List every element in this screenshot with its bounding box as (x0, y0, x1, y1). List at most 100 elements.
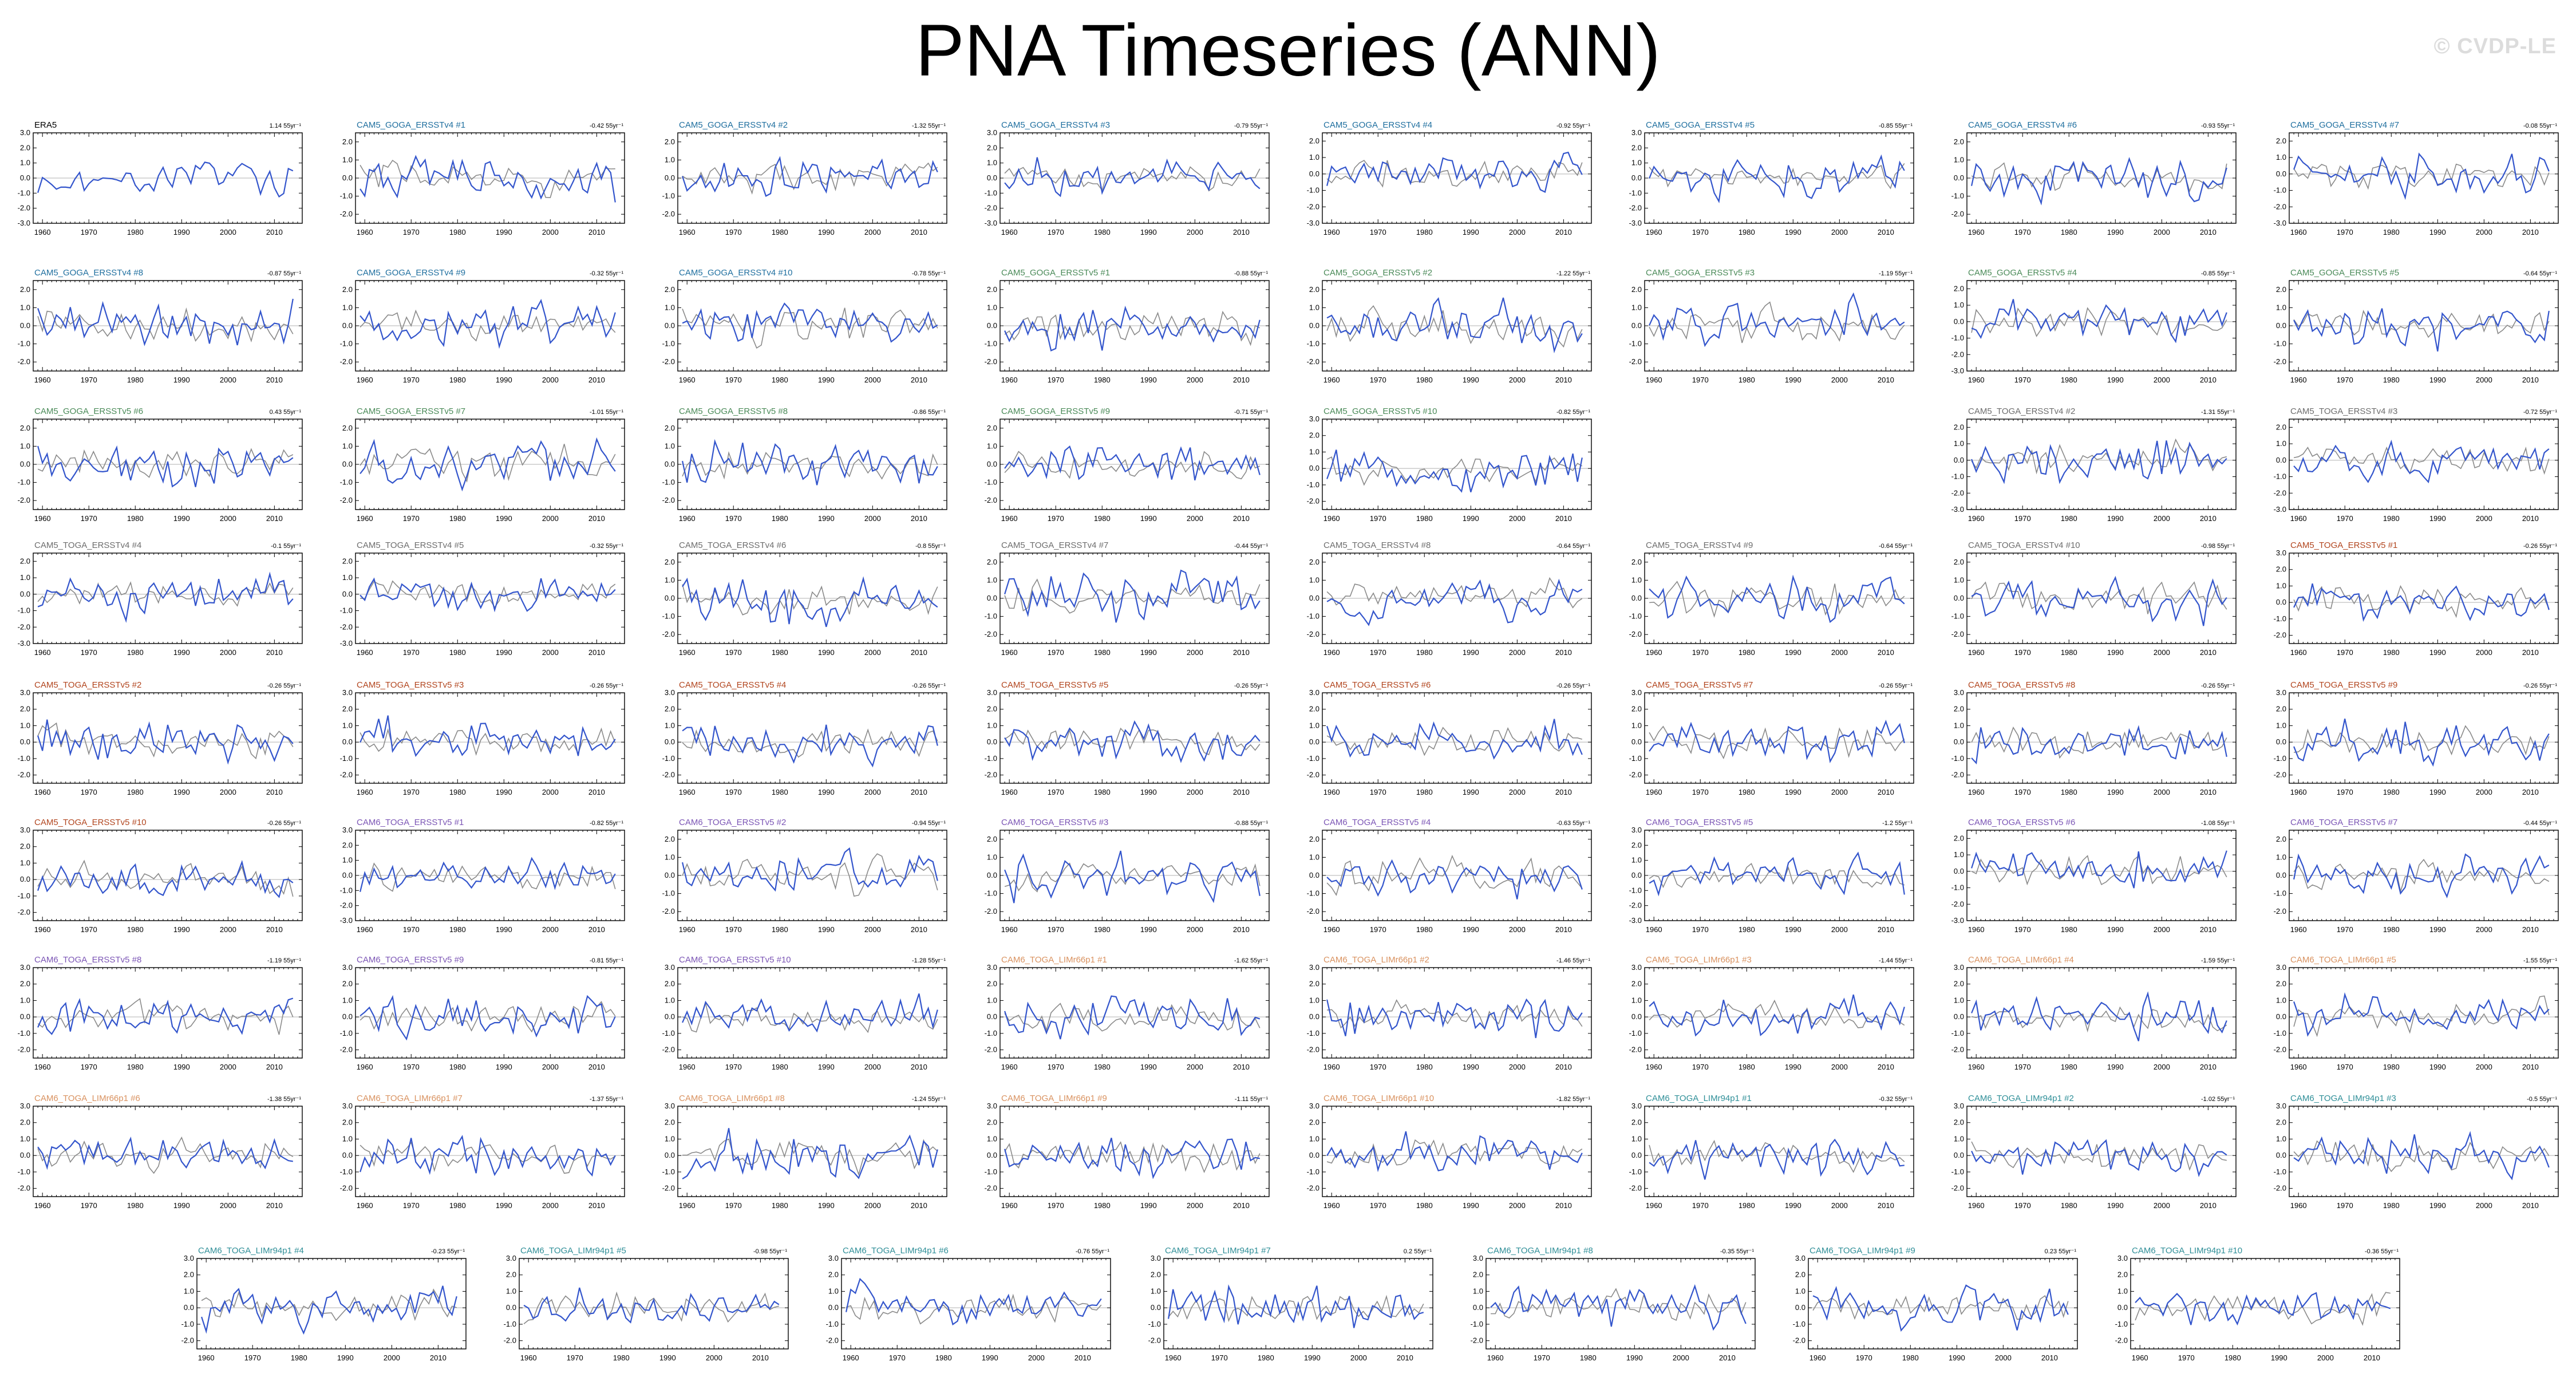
primary-series-line (359, 1135, 616, 1177)
primary-series-line (1649, 995, 1905, 1037)
panel-trend: -0.42 55yr⁻¹ (590, 123, 623, 129)
comparison-series-line (1649, 163, 1905, 190)
comparison-series-line (1326, 305, 1583, 348)
pna-panel: CAM5_GOGA_ERSSTv5 #8 -0.86 55yr⁻¹ 2.0 1.0 0.… (662, 407, 947, 523)
x-tick-label: 1990 (1140, 228, 1157, 236)
x-tick-label: 1990 (1463, 376, 1479, 384)
y-tick-label: -1.0 (1951, 472, 1964, 481)
x-tick-label: 1980 (1416, 514, 1433, 523)
y-tick-label: 2.0 (1309, 980, 1319, 988)
x-tick-label: 1960 (1968, 376, 1985, 384)
y-tick-label: 0.0 (2276, 598, 2286, 606)
y-tick-label: -1.0 (662, 1029, 675, 1037)
x-tick-label: 2000 (864, 514, 881, 523)
y-tick-label: -2.0 (340, 1184, 353, 1193)
x-tick-label: 2010 (2200, 514, 2217, 523)
y-tick-label: 0.0 (1309, 464, 1319, 472)
x-tick-label: 2000 (1509, 788, 1526, 796)
comparison-series-line (2294, 725, 2550, 756)
y-tick-label: 1.0 (342, 856, 353, 865)
x-tick-label: 1980 (449, 648, 466, 657)
x-tick-label: 1970 (1370, 788, 1386, 796)
y-tick-label: -2.0 (18, 357, 30, 366)
x-tick-label: 1990 (496, 648, 512, 657)
y-tick-label: 0.0 (1473, 1303, 1483, 1312)
x-tick-label: 1970 (1692, 1201, 1709, 1210)
panel-title: CAM5_GOGA_ERSSTv5 #10 (1323, 407, 1437, 416)
pna-panel: CAM5_TOGA_ERSSTv5 #1 -0.26 55yr⁻¹ 3.0 2.0 1.… (2274, 540, 2559, 657)
x-tick-label: 1990 (1463, 648, 1479, 657)
x-tick-label: 1990 (2107, 648, 2124, 657)
y-tick-label: 2.0 (665, 1118, 675, 1127)
comparison-series-line (1971, 726, 2227, 759)
comparison-series-line (2293, 163, 2550, 190)
y-tick-label: -1.0 (662, 612, 675, 621)
x-tick-label: 2010 (2522, 925, 2539, 934)
primary-series-line (1326, 151, 1583, 194)
y-tick-label: -2.0 (985, 357, 997, 366)
y-tick-label: 0.0 (665, 173, 675, 182)
y-tick-label: 2.0 (1631, 980, 1642, 988)
x-tick-label: 2010 (1878, 648, 1894, 657)
panel-trend: -0.26 55yr⁻¹ (2523, 682, 2557, 689)
x-tick-label: 1980 (2383, 788, 2400, 796)
x-tick-label: 1980 (1094, 228, 1111, 236)
y-tick-label: -3.0 (1951, 505, 1964, 514)
y-tick-label: 2.0 (1151, 1270, 1161, 1279)
y-tick-label: -1.0 (18, 754, 30, 763)
y-tick-label: 2.0 (987, 285, 997, 294)
y-tick-label: 1.0 (665, 853, 675, 861)
y-tick-label: -2.0 (985, 496, 997, 504)
comparison-series-line (2135, 1292, 2391, 1326)
pna-panel: CAM5_TOGA_ERSSTv5 #4 -0.26 55yr⁻¹ 3.0 2.0 1.… (662, 680, 947, 796)
comparison-series-line (1649, 1139, 1905, 1173)
comparison-series-line (37, 448, 294, 478)
y-tick-label: 2.0 (342, 285, 353, 294)
x-tick-label: 1990 (1140, 1201, 1157, 1210)
panel-trend: -1.01 55yr⁻¹ (590, 409, 623, 416)
panel-title: CAM6_TOGA_LIMr94p1 #3 (2290, 1094, 2396, 1103)
x-tick-label: 2010 (2522, 376, 2539, 384)
x-tick-label: 1980 (2383, 1201, 2400, 1210)
x-tick-label: 2000 (864, 788, 881, 796)
y-tick-label: 2.0 (828, 1270, 839, 1279)
x-tick-label: 1960 (34, 376, 51, 384)
y-tick-label: 2.0 (20, 424, 30, 432)
y-tick-label: -2.0 (340, 622, 353, 631)
y-tick-label: 1.0 (987, 303, 997, 311)
pna-panel: CAM5_TOGA_ERSSTv5 #6 -0.26 55yr⁻¹ 3.0 2.0 1.… (1307, 680, 1592, 796)
y-tick-label: 2.0 (1631, 705, 1642, 713)
primary-series-line (1004, 157, 1261, 198)
x-tick-label: 2010 (2522, 1063, 2539, 1071)
y-tick-label: 3.0 (2117, 1254, 2128, 1262)
y-tick-label: -2.0 (340, 210, 353, 218)
x-tick-label: 2010 (1233, 925, 1250, 934)
x-tick-label: 2010 (588, 376, 605, 384)
pna-panel: CAM5_TOGA_ERSSTv4 #6 -0.8 55yr⁻¹ 2.0 1.0 0.0… (662, 540, 947, 657)
y-tick-label: 1.0 (2276, 721, 2286, 729)
panel-frame (2289, 1106, 2559, 1197)
comparison-series-line (37, 581, 294, 607)
x-tick-label: 1960 (679, 1201, 696, 1210)
y-tick-label: 1.0 (1473, 1287, 1483, 1295)
y-tick-label: 0.0 (342, 321, 353, 330)
y-tick-label: 3.0 (20, 1102, 30, 1110)
x-tick-label: 2010 (1878, 925, 1894, 934)
x-tick-label: 1970 (567, 1354, 583, 1362)
x-tick-label: 2010 (1878, 1201, 1894, 1210)
x-tick-label: 1990 (173, 514, 190, 523)
panel-title: CAM5_TOGA_ERSSTv4 #2 (1968, 407, 2075, 416)
panel-trend: -0.23 55yr⁻¹ (431, 1248, 465, 1255)
x-tick-label: 2000 (220, 514, 236, 523)
primary-series-line (1971, 299, 2227, 344)
x-tick-label: 1990 (173, 376, 190, 384)
primary-series-line (682, 302, 938, 343)
x-tick-label: 1960 (1646, 1063, 1662, 1071)
y-tick-label: -1.0 (2274, 754, 2286, 763)
x-tick-label: 2010 (2522, 514, 2539, 523)
x-tick-label: 1990 (818, 376, 835, 384)
y-tick-label: -3.0 (1629, 219, 1642, 227)
y-tick-label: -1.0 (504, 1320, 516, 1328)
y-tick-label: 1.0 (665, 575, 675, 584)
y-tick-label: -2.0 (18, 771, 30, 779)
